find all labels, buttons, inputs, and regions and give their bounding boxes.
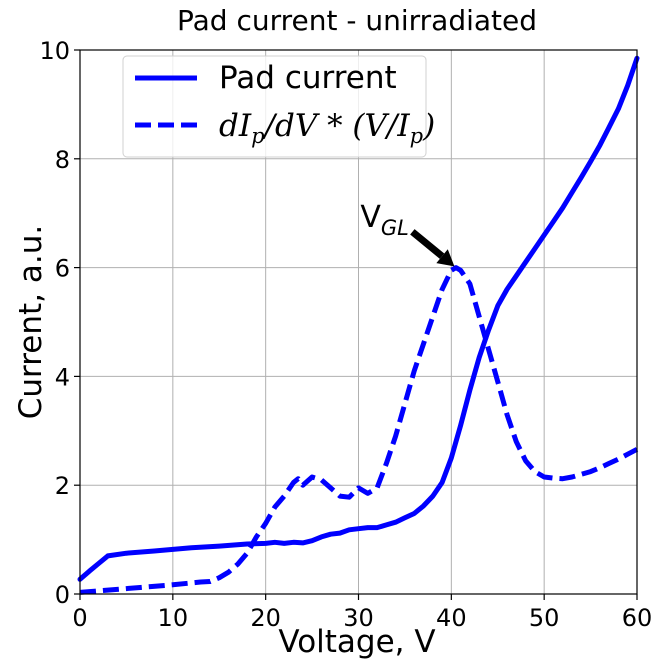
x-tick-label: 10 — [158, 604, 189, 632]
x-tick-label: 30 — [343, 604, 374, 632]
annotation-arrowhead — [436, 249, 455, 267]
y-tick-label: 6 — [55, 255, 70, 283]
x-axis-label: Voltage, V — [278, 624, 435, 660]
annotation-vgl: VGL — [360, 200, 455, 267]
y-axis-label: Current, a.u. — [13, 225, 49, 420]
x-tick-label: 60 — [622, 604, 653, 632]
chart-title: Pad current - unirradiated — [177, 4, 537, 37]
ticks: 0 10 20 30 40 50 60 0 2 4 6 8 10 — [39, 37, 652, 632]
series-layer — [77, 55, 640, 595]
y-tick-label: 4 — [55, 363, 70, 391]
x-tick-label: 50 — [529, 604, 560, 632]
legend-box — [122, 55, 427, 158]
y-tick-label: 0 — [55, 581, 70, 609]
annotation-arrow — [410, 229, 445, 259]
x-tick-label: 40 — [436, 604, 467, 632]
y-tick-label: 8 — [55, 146, 70, 174]
series-line-derivative — [79, 265, 639, 595]
x-tick-label: 0 — [72, 604, 87, 632]
y-tick-label: 10 — [39, 37, 70, 65]
series-line-pad-current — [77, 55, 640, 582]
y-tick-label: 2 — [55, 472, 70, 500]
legend-label-derivative: dIp/dV * (V/Ip) — [219, 108, 435, 148]
legend-label-pad-current: Pad current — [219, 60, 397, 96]
annotation-label: VGL — [360, 200, 409, 240]
legend: Pad current dIp/dV * (V/Ip) — [122, 55, 435, 158]
x-tick-label: 20 — [250, 604, 281, 632]
